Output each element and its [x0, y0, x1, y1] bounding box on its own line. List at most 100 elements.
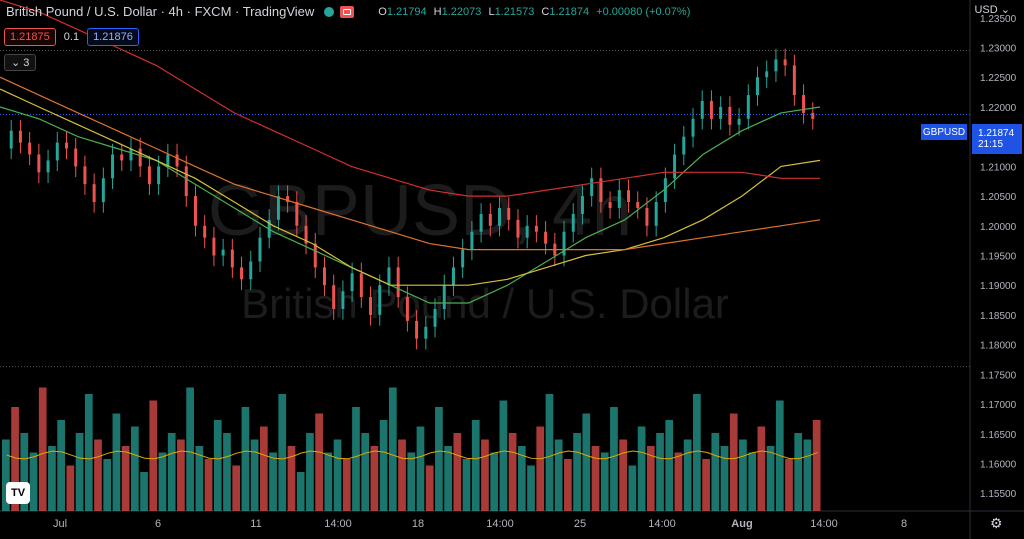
y-tick-label: 1.22000	[980, 103, 1017, 114]
candle-body	[534, 225, 538, 232]
candle-body	[709, 101, 713, 119]
candle-body	[737, 118, 741, 125]
x-tick-label: 14:00	[324, 518, 352, 530]
candle-body	[18, 130, 22, 143]
y-tick-label: 1.17000	[980, 400, 1017, 411]
volume-bar	[508, 433, 517, 511]
spread-value: 0.1	[63, 31, 80, 43]
volume-bar	[167, 433, 176, 511]
y-tick-label: 1.15500	[980, 489, 1017, 500]
candle-body	[774, 59, 778, 72]
volume-bar	[785, 459, 793, 511]
y-tick-label: 1.23500	[980, 14, 1017, 25]
volume-bar	[637, 426, 646, 511]
candle-body	[37, 154, 41, 173]
candle-body	[359, 273, 363, 298]
low-value: 1.21573	[494, 5, 535, 18]
candle-body	[424, 326, 428, 339]
volume-bar	[103, 459, 112, 511]
volume-bar	[121, 446, 130, 511]
volume-bar	[444, 446, 452, 511]
candle-body	[636, 202, 640, 208]
candle-body	[746, 95, 750, 119]
change-value: +0.00080 (+0.07%)	[596, 5, 691, 18]
candle-body	[756, 77, 760, 96]
volume-bar	[287, 446, 296, 511]
open-value: 1.21794	[386, 5, 427, 18]
candle-body	[728, 106, 732, 125]
candle-body	[28, 142, 32, 155]
candle-body	[193, 196, 197, 226]
candle-body	[184, 166, 188, 197]
candle-body	[405, 297, 409, 321]
y-tick-label: 1.20500	[980, 192, 1017, 203]
volume-bar	[361, 433, 370, 511]
volume-bar	[57, 420, 65, 511]
tradingview-logo-icon[interactable]: TV	[6, 482, 30, 504]
candle-body	[129, 148, 133, 161]
y-tick-label: 1.18000	[980, 341, 1017, 352]
high-label: H	[433, 5, 442, 18]
candle-body	[166, 154, 170, 167]
volume-bar	[619, 439, 628, 511]
candle-body	[691, 118, 695, 137]
volume-bar	[94, 439, 102, 511]
volume-bar	[388, 387, 397, 511]
volume-bar	[315, 413, 323, 511]
candle-body	[617, 190, 621, 208]
candle-body	[608, 202, 612, 208]
chevron-down-icon: ⌄	[11, 57, 21, 69]
candle-body	[470, 231, 474, 250]
volume-bar	[342, 459, 351, 511]
volume-bar	[140, 472, 148, 511]
symbol-title[interactable]: British Pound / U.S. Dollar · 4h · FXCM …	[6, 4, 315, 19]
volume-bar	[646, 446, 655, 511]
volume-bar	[296, 472, 305, 511]
volume-bar	[195, 446, 204, 511]
volume-bar	[481, 439, 489, 511]
low-label: L	[488, 5, 495, 18]
candle-body	[802, 95, 806, 113]
currency-select[interactable]: USD ⌄	[974, 3, 1010, 16]
candle-body	[378, 285, 382, 315]
candle-body	[525, 225, 529, 238]
candle-body	[590, 178, 594, 197]
volume-bar	[324, 452, 333, 511]
volume-bar	[186, 387, 194, 511]
indicator-count: 3	[23, 57, 30, 69]
volume-bar	[398, 439, 406, 511]
volume-bar	[213, 420, 222, 511]
volume-bar	[250, 439, 259, 511]
indicators-toggle-button[interactable]: ⌄ 3	[4, 54, 37, 71]
candle-body	[230, 249, 234, 268]
volume-bar	[748, 452, 757, 511]
y-tick-label: 1.23000	[980, 44, 1017, 55]
candle-body	[286, 196, 290, 203]
candle-body	[645, 207, 649, 226]
sell-button[interactable]: 1.21875	[4, 28, 56, 46]
candle-body	[571, 213, 575, 232]
candle-body	[396, 267, 400, 298]
volume-bar	[536, 426, 545, 511]
chevron-down-icon: ⌄	[1000, 4, 1010, 16]
volume-bar	[794, 433, 803, 511]
volume-bar	[693, 394, 701, 511]
volume-bar	[333, 439, 342, 511]
candle-body	[46, 160, 50, 173]
watermark-name: British Pound / U.S. Dollar	[241, 280, 729, 327]
candle-body	[221, 249, 225, 256]
volume-bar	[462, 459, 471, 511]
candle-body	[663, 178, 667, 203]
flag-icon[interactable]	[340, 5, 355, 18]
x-tick-label: 14:00	[486, 518, 514, 530]
candle-body	[350, 273, 354, 292]
candle-body	[304, 225, 308, 244]
volume-bar	[232, 465, 241, 511]
buy-button[interactable]: 1.21876	[87, 28, 139, 46]
ma-medium-line	[0, 88, 821, 286]
volume-bar	[711, 433, 720, 511]
candle-body	[175, 154, 179, 167]
candle-body	[433, 308, 437, 327]
gear-icon[interactable]: ⚙	[990, 515, 1003, 531]
